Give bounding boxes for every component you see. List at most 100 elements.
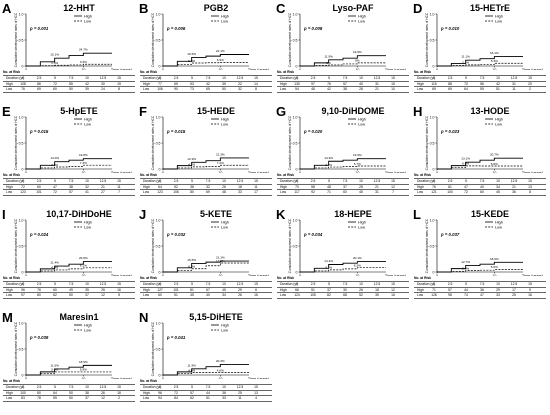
y-tick-label: 0: [22, 373, 24, 377]
risk-cell: 58: [311, 184, 315, 189]
risk-row-low: Low 94 84 62 51 33 11 4: [140, 395, 272, 402]
annotation-high-5y: 14.0%: [50, 156, 59, 160]
y-axis-label: Cumulative development rates of HCC: [14, 115, 18, 170]
risk-cell: 5: [465, 76, 467, 81]
risk-row-label: Duration (yr): [417, 76, 436, 81]
risk-cell: 35: [222, 81, 226, 86]
risk-cell: 16: [254, 293, 258, 298]
y-tick-label: 1.0: [156, 115, 161, 119]
risk-table-title: No. at Risk: [3, 276, 21, 280]
risk-cell: 10: [85, 282, 89, 287]
y-axis-label: Cumulative development rates of HCC: [151, 321, 155, 376]
series-line-high: [26, 261, 112, 273]
risk-row-low: Low 54 48 42 38 28 21 10: [277, 86, 409, 93]
risk-cell: 72: [464, 190, 468, 195]
panel-title: Maresin1: [59, 312, 99, 322]
risk-cell: 108: [20, 81, 26, 86]
risk-cell: 15: [254, 179, 258, 184]
km-plot: 00.51.00 10 Time (years)Cumulative develop…: [425, 12, 544, 70]
risk-cell: 10: [391, 87, 395, 92]
risk-cell: 56: [480, 81, 484, 86]
risk-cell: 69: [448, 87, 452, 92]
risk-cell: 0: [433, 179, 435, 184]
legend-label-high: High: [221, 220, 229, 224]
risk-cell: 126: [431, 293, 437, 298]
annotation-high-10y: 22.1%: [216, 49, 225, 53]
x-axis-label: Time (years): [385, 171, 407, 173]
annotation-low-5y: 2%: [326, 61, 331, 65]
legend-label-low: Low: [495, 19, 502, 23]
risk-cell: 45: [496, 190, 500, 195]
km-panel-k: K 18-HEPE 0 0.5 1.0 0 10 Time (years) Cumulative…: [274, 206, 411, 308]
x-tick-label: 0: [25, 68, 27, 70]
panel-label: H: [413, 104, 423, 119]
risk-cell: 29: [238, 287, 242, 292]
risk-cell: 62: [53, 293, 57, 298]
risk-cell: 15: [117, 282, 121, 287]
x-axis-label: Time (years): [385, 274, 407, 276]
p-value: p = 0.024: [29, 232, 49, 237]
risk-row-label: High: [280, 81, 287, 86]
x-axis-label: Time (years): [248, 274, 270, 276]
annotation-high-5y: 16.5%: [187, 52, 196, 56]
series-line-high: [163, 363, 249, 376]
risk-cell: 26: [101, 390, 105, 395]
p-value: p = 0.039: [29, 335, 49, 340]
risk-cell: 51: [496, 87, 500, 92]
risk-cell: 96: [21, 287, 25, 292]
risk-table: No. at Risk Duration (yr) 0 2.5 5 7.5 10 12.5 15…: [414, 70, 546, 93]
risk-cell: 31: [375, 190, 379, 195]
risk-row-duration: Duration (yr) 0 2.5 5 7.5 10 12.5 15: [414, 281, 546, 287]
risk-cell: 30: [101, 81, 105, 86]
risk-cell: 71: [432, 287, 436, 292]
risk-cell: 60: [480, 190, 484, 195]
y-tick-label: 0.5: [293, 244, 298, 248]
risk-cell: 97: [21, 293, 25, 298]
series-line-high: [26, 158, 112, 170]
risk-cell: 70: [464, 81, 468, 86]
risk-cell: 0: [296, 179, 298, 184]
y-axis-label: Cumulative development rates of HCC: [151, 12, 155, 67]
legend-label-high: High: [495, 220, 503, 224]
y-axis-label: Cumulative development rates of HCC: [425, 218, 429, 273]
risk-row-duration: Duration (yr) 0 2.5 5 7.5 10 12.5 15: [3, 281, 135, 287]
risk-row-label: Duration (yr): [143, 282, 162, 287]
panel-label: B: [139, 1, 149, 16]
risk-row-label: Low: [6, 396, 13, 401]
risk-cell: 5: [191, 282, 193, 287]
risk-cell: 69: [432, 87, 436, 92]
risk-cell: 90: [174, 87, 178, 92]
annotation-high-10y: 24.7%: [79, 48, 88, 52]
risk-cell: 7.5: [342, 76, 348, 81]
y-tick-label: 0.5: [19, 38, 24, 42]
risk-cell: 64: [464, 87, 468, 92]
km-panel-c: C Lyso-PAF 0 0.5 1.0 0 10 Time (years) Cumulativ…: [274, 0, 411, 102]
annotation-high-5y: 15.1%: [50, 53, 59, 57]
risk-cell: 6: [255, 287, 257, 292]
risk-row-duration: Duration (yr) 0 2.5 5 7.5 10 12.5 15: [140, 384, 272, 390]
risk-row-duration: Duration (yr) 0 2.5 5 7.5 10 12.5 15: [140, 178, 272, 184]
risk-row-high: High 108 86 72 55 42 30 19: [3, 80, 135, 87]
x-tick-label: 0: [299, 171, 301, 173]
risk-cell: 12: [391, 184, 395, 189]
panel-label: A: [2, 1, 12, 16]
x-tick-label: 10: [81, 377, 85, 379]
risk-cell: 10: [496, 282, 500, 287]
series-line-low: [437, 62, 523, 67]
annotation-low-10y: 5.0%: [491, 265, 498, 269]
km-plot: 00.51.00 10 Time (years)Cumulative develop…: [151, 321, 270, 379]
y-axis-label: Cumulative development rates of HCC: [425, 12, 429, 67]
series-line-high: [26, 364, 112, 376]
risk-cell: 100: [447, 190, 453, 195]
risk-cell: 0: [159, 385, 161, 390]
y-tick-label: 0.5: [156, 141, 161, 145]
risk-cell: 50: [69, 293, 73, 298]
risk-row-label: Duration (yr): [280, 179, 299, 184]
risk-cell: 15: [391, 179, 395, 184]
risk-row-high: High 130 97 76 57 40 31 15: [277, 80, 409, 87]
series-line-low: [300, 165, 386, 170]
annotation-high-5y: 12.7%: [461, 260, 470, 264]
legend-label-high: High: [84, 14, 92, 18]
risk-row-label: Low: [6, 293, 13, 298]
y-tick-label: 0: [159, 373, 161, 377]
